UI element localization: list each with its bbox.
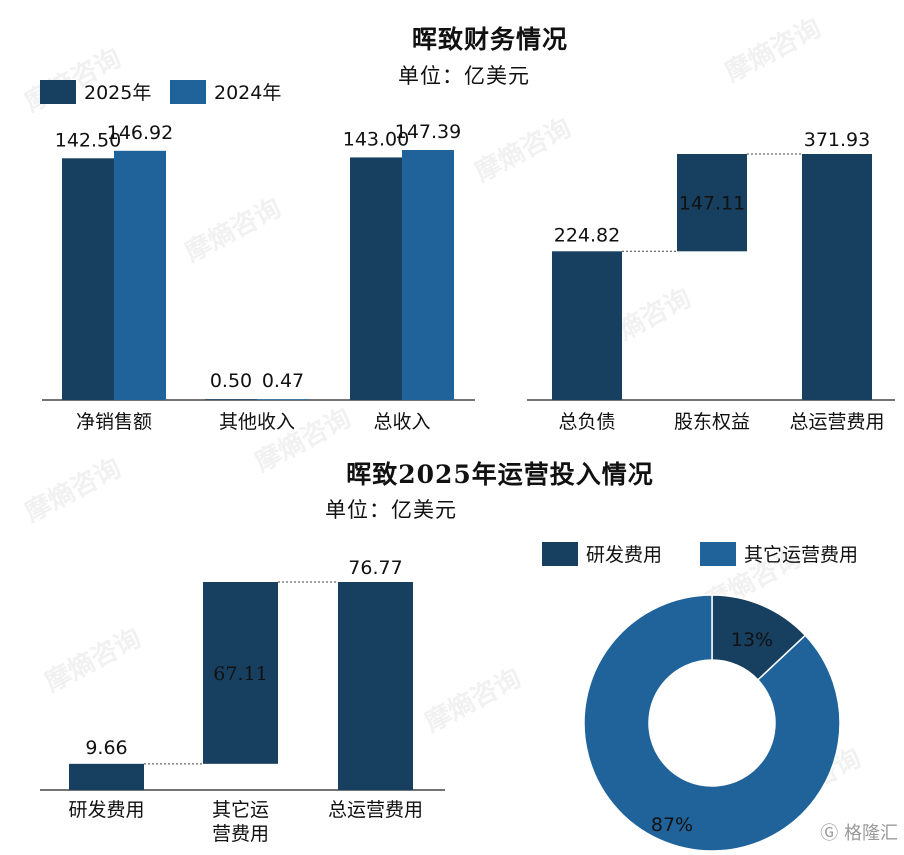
- section-title: 晖致2025年运营投入情况: [346, 460, 654, 489]
- bar: [677, 154, 747, 252]
- bar: [205, 399, 257, 400]
- x-tick-label: 总运营费用: [328, 799, 423, 821]
- bar: [257, 399, 309, 400]
- x-tick-label: 总运营费用: [789, 411, 884, 433]
- data-label: 9.66: [85, 737, 127, 759]
- bar: [62, 158, 114, 400]
- x-tick-label: 营费用: [212, 823, 269, 845]
- bar: [203, 582, 278, 764]
- data-label: 371.93: [804, 129, 870, 151]
- legend-2024: 2024年: [170, 78, 281, 105]
- x-tick-label: 其它运: [212, 799, 269, 821]
- legend-label: 其它运营费用: [744, 544, 859, 566]
- legend-label: 2025年: [84, 82, 152, 104]
- data-label: 224.82: [554, 224, 620, 246]
- bar: [802, 154, 872, 400]
- chart-donut: 13% 87%: [583, 594, 841, 852]
- data-label: 146.92: [107, 122, 173, 144]
- data-label: 0.50: [210, 370, 252, 392]
- bar: [350, 157, 402, 400]
- x-tick-label: 股东权益: [674, 411, 750, 433]
- unit-label: 单位：亿美元: [398, 64, 530, 88]
- legend-label: 2024年: [214, 82, 282, 104]
- x-tick-label: 研发费用: [68, 799, 144, 821]
- legend-rd: 研发费用: [542, 540, 662, 567]
- data-label: 87%: [651, 814, 693, 836]
- legend-swatch-dark: [542, 541, 578, 566]
- legend-label: 研发费用: [586, 544, 663, 566]
- brand-icon: Ⓖ: [820, 823, 839, 844]
- bar: [552, 251, 622, 400]
- data-label: 13%: [731, 629, 773, 651]
- bar: [69, 763, 144, 790]
- x-tick-label: 净销售额: [76, 411, 152, 433]
- bar: [338, 582, 413, 790]
- legend-2025: 2025年: [40, 78, 151, 105]
- page-title: 晖致财务情况: [411, 25, 568, 54]
- unit-label: 单位：亿美元: [325, 498, 457, 522]
- data-label: 67.11: [213, 663, 267, 685]
- data-label: 142.50: [55, 129, 121, 151]
- chart-opex: 9.66 67.11 76.77 研发费用 其它运营费用 总运营费用: [40, 557, 445, 845]
- chart-balance: 224.82 147.11 371.93 总负债 股东权益 总运营费用: [527, 129, 895, 433]
- donut-slice: [583, 594, 841, 852]
- bar: [114, 150, 166, 400]
- data-label: 147.11: [679, 193, 745, 215]
- x-tick-label: 总负债: [558, 411, 615, 433]
- legend-swatch-mid: [170, 79, 206, 104]
- bar: [402, 150, 454, 400]
- data-label: 76.77: [348, 557, 402, 579]
- data-label: 143.00: [343, 128, 409, 150]
- legend-other: 其它运营费用: [700, 540, 858, 567]
- brand-logo: Ⓖ 格隆汇: [820, 819, 898, 845]
- legend-swatch-dark: [40, 79, 76, 104]
- legend-swatch-mid: [700, 541, 736, 566]
- x-tick-label: 其他收入: [219, 411, 295, 433]
- x-tick-label: 总收入: [373, 411, 430, 433]
- data-label: 147.39: [395, 121, 461, 143]
- data-label: 0.47: [262, 370, 304, 392]
- brand-label: 格隆汇: [844, 823, 898, 844]
